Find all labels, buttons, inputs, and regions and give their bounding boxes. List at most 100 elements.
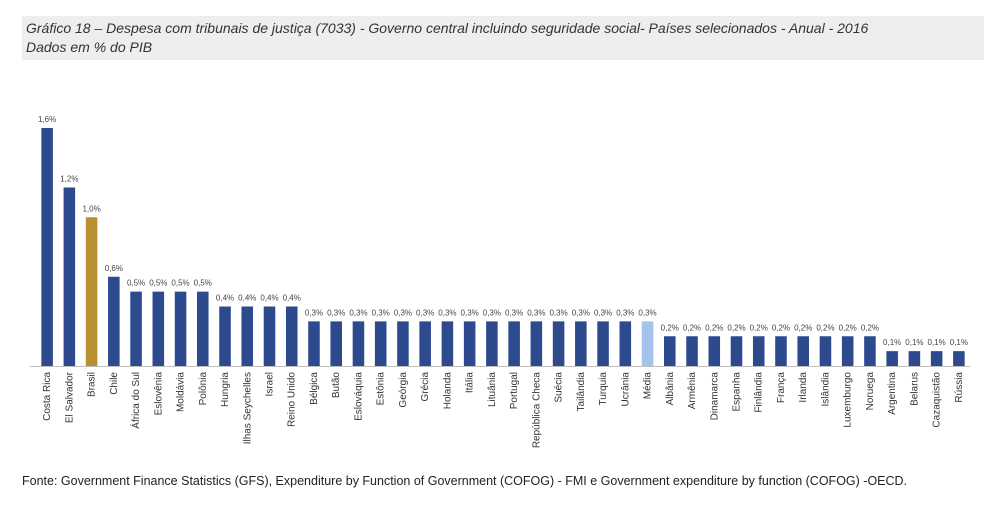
bar-chart: 1,6% Costa Rica 1,2% El Salvador 1,0% Brasil 0…: [30, 115, 970, 449]
category-label-19: Itália: [465, 372, 476, 394]
category-label-22: República Checa: [531, 372, 542, 449]
category-label-17: Grécia: [420, 372, 431, 402]
category-label-3: Chile: [109, 372, 120, 395]
bar-17: [419, 321, 431, 366]
category-label-27: Média: [643, 372, 654, 400]
category-label-13: Butão: [331, 372, 342, 399]
category-label-23: Suécia: [554, 372, 565, 403]
data-label-19: 0,3%: [461, 308, 479, 317]
category-label-1: El Salvador: [64, 371, 75, 423]
data-label-32: 0,2%: [750, 323, 768, 332]
bar-14: [352, 321, 365, 366]
data-label-28: 0,2%: [661, 323, 679, 332]
data-label-18: 0,3%: [438, 308, 456, 317]
data-label-39: 0,1%: [905, 338, 923, 347]
bar-39: [908, 351, 921, 367]
bar-36: [841, 336, 854, 366]
bar-22: [530, 321, 543, 366]
bar-40: [930, 351, 943, 367]
category-label-26: Ucrânia: [620, 372, 631, 407]
data-label-36: 0,2%: [839, 323, 857, 332]
category-label-7: Polônia: [198, 372, 209, 406]
chart-title: Gráfico 18 – Despesa com tribunais de ju…: [26, 20, 869, 36]
category-label-0: Costa Rica: [42, 372, 53, 421]
bar-29: [686, 336, 698, 366]
category-label-16: Geórgia: [398, 372, 409, 408]
bar-2: [85, 217, 98, 366]
category-label-33: França: [776, 372, 787, 404]
bar-35: [819, 336, 832, 366]
bar-11: [285, 306, 298, 366]
category-label-40: Cazaquistão: [932, 372, 943, 428]
bar-41: [953, 351, 965, 367]
data-label-20: 0,3%: [483, 308, 501, 317]
category-label-24: Tailândia: [576, 372, 587, 412]
data-label-13: 0,3%: [327, 308, 345, 317]
source-note: Fonte: Government Finance Statistics (GF…: [22, 474, 908, 488]
bar-27: [641, 321, 654, 366]
data-label-9: 0,4%: [238, 294, 256, 303]
data-label-12: 0,3%: [305, 308, 323, 317]
data-label-38: 0,1%: [883, 338, 901, 347]
bar-1: [63, 187, 76, 366]
bar-7: [197, 291, 209, 367]
data-label-15: 0,3%: [372, 308, 390, 317]
data-label-26: 0,3%: [616, 308, 634, 317]
bar-20: [486, 321, 498, 366]
bar-5: [152, 291, 165, 367]
category-label-9: Ilhas Seychelles: [242, 372, 253, 444]
category-label-14: Eslováquia: [353, 372, 364, 421]
data-label-17: 0,3%: [416, 308, 434, 317]
bar-8: [219, 306, 231, 366]
bar-16: [397, 321, 409, 366]
data-label-0: 1,6%: [38, 115, 56, 124]
category-label-8: Hungria: [220, 372, 231, 407]
category-label-37: Noruega: [865, 372, 876, 411]
data-label-5: 0,5%: [149, 279, 167, 288]
bar-21: [508, 321, 520, 366]
data-label-7: 0,5%: [194, 279, 212, 288]
bar-33: [775, 336, 787, 366]
category-label-2: Brasil: [87, 372, 98, 397]
data-label-41: 0,1%: [950, 338, 968, 347]
data-label-23: 0,3%: [549, 308, 567, 317]
category-label-36: Luxemburgo: [843, 372, 854, 428]
category-label-29: Armênia: [687, 372, 698, 410]
category-label-18: Holanda: [442, 372, 453, 410]
bar-15: [374, 321, 387, 366]
category-label-30: Dinamarca: [709, 372, 720, 421]
bar-13: [330, 321, 342, 366]
bar-25: [597, 321, 609, 366]
bar-32: [752, 336, 765, 366]
bar-38: [886, 351, 898, 367]
data-label-27: 0,3%: [638, 308, 656, 317]
category-label-35: Islândia: [820, 372, 831, 407]
data-label-29: 0,2%: [683, 323, 701, 332]
category-label-28: Albânia: [665, 372, 676, 406]
category-label-6: Moldávia: [176, 372, 187, 412]
bar-26: [619, 321, 632, 366]
bar-31: [730, 336, 743, 366]
bar-24: [575, 321, 587, 366]
bar-0: [41, 128, 53, 366]
category-label-21: Portugal: [509, 372, 520, 409]
data-label-2: 1,0%: [82, 204, 100, 213]
category-label-11: Reino Unido: [287, 372, 298, 427]
bar-34: [797, 336, 809, 366]
data-label-33: 0,2%: [772, 323, 790, 332]
data-label-30: 0,2%: [705, 323, 723, 332]
category-label-32: Finlândia: [754, 372, 765, 413]
data-label-11: 0,4%: [283, 294, 301, 303]
category-label-4: África do Sul: [129, 372, 142, 429]
data-label-24: 0,3%: [572, 308, 590, 317]
bar-19: [463, 321, 476, 366]
data-label-40: 0,1%: [928, 338, 946, 347]
category-label-25: Turquia: [598, 372, 609, 406]
data-label-3: 0,6%: [105, 264, 123, 273]
bar-9: [241, 306, 254, 366]
bar-6: [174, 291, 187, 367]
data-label-10: 0,4%: [260, 294, 278, 303]
data-label-4: 0,5%: [127, 279, 145, 288]
bar-4: [130, 291, 142, 367]
category-label-15: Estônia: [376, 372, 387, 406]
